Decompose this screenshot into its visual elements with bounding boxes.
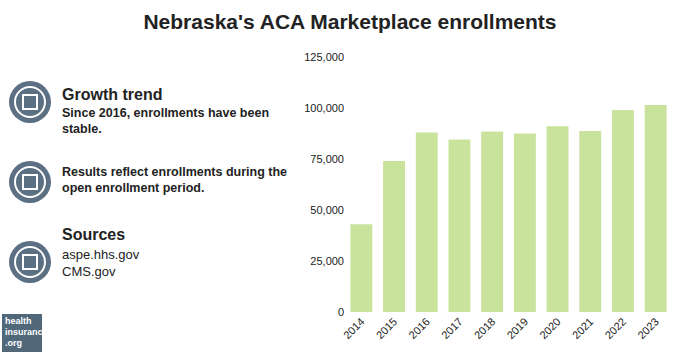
html-text:Sources: Sources — [62, 226, 126, 243]
svg-text:2016: 2016 — [406, 315, 432, 341]
html-text:Since 2016, enrollments have b: Since 2016, enrollments have been stable… — [62, 106, 269, 136]
html-text:.org: .org — [5, 338, 22, 348]
html-text:Growth trend: Growth trend — [62, 86, 163, 103]
svg-text:100,000: 100,000 — [304, 102, 344, 114]
svg-text:Nebraska's ACA Marketplace enr: Nebraska's ACA Marketplace enrollments — [143, 10, 556, 33]
svg-text:25,000: 25,000 — [310, 255, 344, 267]
svg-text:2014: 2014 — [341, 315, 367, 341]
html-text:Results reflect enrollments du: Results reflect enrollments during the o… — [62, 165, 287, 195]
svg-text:2023: 2023 — [635, 315, 661, 341]
svg-text:2021: 2021 — [570, 315, 596, 341]
svg-text:0: 0 — [338, 306, 344, 318]
html-text:aspe.hhs.gov: aspe.hhs.gov — [62, 247, 140, 262]
svg-text:2017: 2017 — [439, 315, 465, 341]
svg-text:50,000: 50,000 — [310, 204, 344, 216]
svg-text:2018: 2018 — [472, 315, 498, 341]
html-text:health: health — [5, 316, 32, 326]
html-text:insurance: insurance — [5, 327, 48, 337]
svg-text:2015: 2015 — [374, 315, 400, 341]
svg-text:2020: 2020 — [537, 315, 563, 341]
html-text:CMS.gov: CMS.gov — [62, 264, 116, 279]
svg-text:2022: 2022 — [602, 315, 628, 341]
svg-text:2019: 2019 — [504, 315, 530, 341]
svg-text:125,000: 125,000 — [304, 51, 344, 63]
svg-text:75,000: 75,000 — [310, 153, 344, 165]
